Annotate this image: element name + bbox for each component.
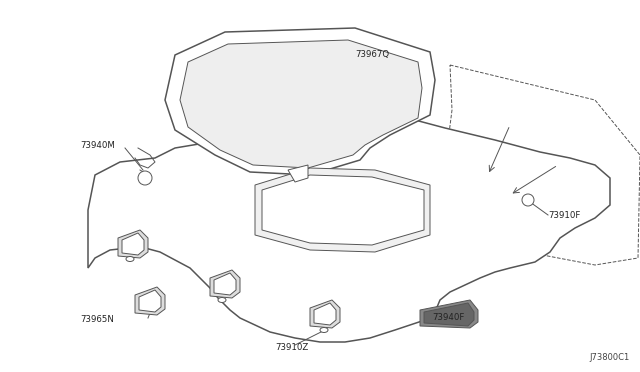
Text: 73910Z: 73910Z bbox=[275, 343, 308, 353]
Polygon shape bbox=[165, 28, 435, 175]
Ellipse shape bbox=[126, 257, 134, 262]
Polygon shape bbox=[255, 168, 430, 252]
Text: J73800C1: J73800C1 bbox=[589, 353, 630, 362]
Text: 73910F: 73910F bbox=[548, 211, 580, 219]
Text: 73965N: 73965N bbox=[80, 315, 114, 324]
Text: 73967Q: 73967Q bbox=[355, 51, 389, 60]
Text: 73940F: 73940F bbox=[432, 314, 465, 323]
Polygon shape bbox=[288, 165, 308, 182]
Text: 73940M: 73940M bbox=[80, 141, 115, 150]
Polygon shape bbox=[424, 303, 474, 326]
Polygon shape bbox=[310, 300, 340, 328]
Polygon shape bbox=[214, 273, 236, 295]
Ellipse shape bbox=[320, 327, 328, 333]
Circle shape bbox=[138, 171, 152, 185]
Polygon shape bbox=[118, 230, 148, 258]
Polygon shape bbox=[88, 105, 610, 342]
Ellipse shape bbox=[218, 298, 226, 302]
Polygon shape bbox=[135, 287, 165, 315]
Polygon shape bbox=[314, 303, 336, 325]
Polygon shape bbox=[139, 290, 161, 312]
Polygon shape bbox=[180, 40, 422, 168]
Polygon shape bbox=[122, 233, 144, 255]
Circle shape bbox=[522, 194, 534, 206]
Polygon shape bbox=[210, 270, 240, 298]
Polygon shape bbox=[420, 300, 478, 328]
Polygon shape bbox=[262, 175, 424, 245]
